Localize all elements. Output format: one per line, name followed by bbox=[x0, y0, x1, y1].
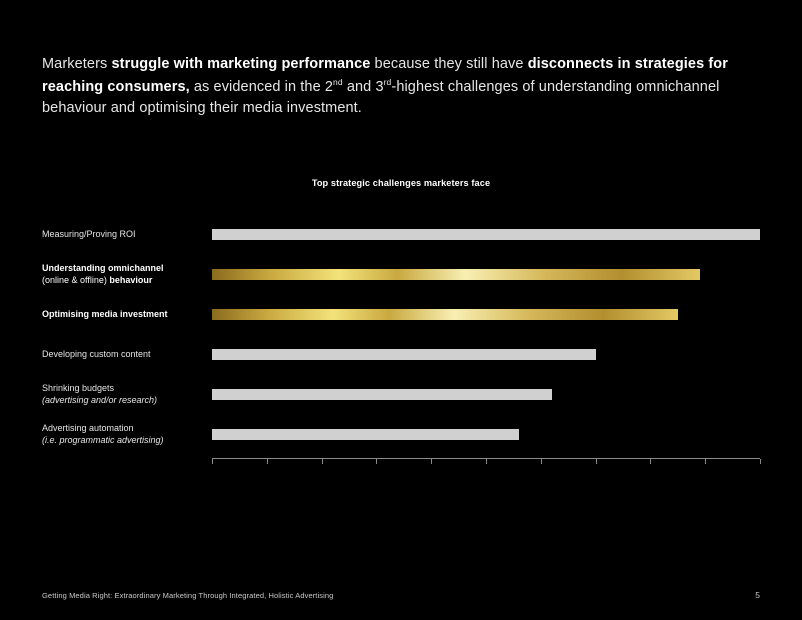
headline-text-4: and 3 bbox=[343, 79, 384, 95]
footer-text: Getting Media Right: Extraordinary Marke… bbox=[42, 591, 333, 600]
axis-tick bbox=[650, 459, 651, 464]
chart-area: Top strategic challenges marketers face … bbox=[42, 178, 760, 620]
slide: Marketers struggle with marketing perfor… bbox=[0, 0, 802, 620]
bar bbox=[212, 389, 552, 400]
axis-tick bbox=[705, 459, 706, 464]
axis-tick bbox=[541, 459, 542, 464]
headline-text-3: as evidenced in the 2 bbox=[190, 79, 333, 95]
headline-sup-1: nd bbox=[333, 77, 343, 87]
bar-row: Developing custom content bbox=[42, 334, 760, 374]
bar-label-main: Measuring/Proving ROI bbox=[42, 228, 202, 240]
bar-row: Understanding omnichannel(online & offli… bbox=[42, 254, 760, 294]
headline-text-1: Marketers bbox=[42, 56, 112, 72]
bar-label-main: Advertising automation bbox=[42, 422, 202, 434]
bar-label-main: Optimising media investment bbox=[42, 308, 202, 320]
bar-track bbox=[212, 389, 760, 400]
bar-label: Developing custom content bbox=[42, 348, 212, 360]
axis-tick bbox=[376, 459, 377, 464]
bar-label: Shrinking budgets(advertising and/or res… bbox=[42, 382, 212, 406]
axis-tick bbox=[322, 459, 323, 464]
chart-axis bbox=[212, 458, 760, 468]
bar-label-main: Developing custom content bbox=[42, 348, 202, 360]
bar bbox=[212, 269, 700, 280]
axis-tick bbox=[760, 459, 761, 464]
axis-tick bbox=[596, 459, 597, 464]
bar bbox=[212, 429, 519, 440]
bar-label: Measuring/Proving ROI bbox=[42, 228, 212, 240]
axis-tick bbox=[267, 459, 268, 464]
bar-label-main: Shrinking budgets bbox=[42, 382, 202, 394]
bar-label: Understanding omnichannel(online & offli… bbox=[42, 262, 212, 286]
bar bbox=[212, 309, 678, 320]
bar-track bbox=[212, 229, 760, 240]
bar-label: Advertising automation(i.e. programmatic… bbox=[42, 422, 212, 446]
headline-bold-1: struggle with marketing performance bbox=[112, 56, 371, 72]
bar-track bbox=[212, 429, 760, 440]
bar-label-main: Understanding omnichannel bbox=[42, 262, 202, 274]
headline-text-2: because they still have bbox=[370, 56, 527, 72]
bar bbox=[212, 229, 760, 240]
bar-row: Optimising media investment bbox=[42, 294, 760, 334]
bar-row: Measuring/Proving ROI bbox=[42, 214, 760, 254]
axis-tick bbox=[486, 459, 487, 464]
chart-rows: Measuring/Proving ROI Understanding omnic… bbox=[42, 214, 760, 454]
bar-track bbox=[212, 269, 760, 280]
bar-label-sub: (i.e. programmatic advertising) bbox=[42, 434, 202, 446]
bar-track bbox=[212, 309, 760, 320]
bar-row: Shrinking budgets(advertising and/or res… bbox=[42, 374, 760, 414]
chart-title: Top strategic challenges marketers face bbox=[42, 178, 760, 188]
page-number: 5 bbox=[755, 590, 760, 600]
bar-label-sub: (advertising and/or research) bbox=[42, 394, 202, 406]
axis-tick bbox=[212, 459, 213, 464]
axis-tick bbox=[431, 459, 432, 464]
bar bbox=[212, 349, 596, 360]
bar-track bbox=[212, 349, 760, 360]
bar-label: Optimising media investment bbox=[42, 308, 212, 320]
headline: Marketers struggle with marketing perfor… bbox=[42, 54, 760, 120]
bar-label-line2: (online & offline) behaviour bbox=[42, 274, 202, 286]
bar-row: Advertising automation(i.e. programmatic… bbox=[42, 414, 760, 454]
